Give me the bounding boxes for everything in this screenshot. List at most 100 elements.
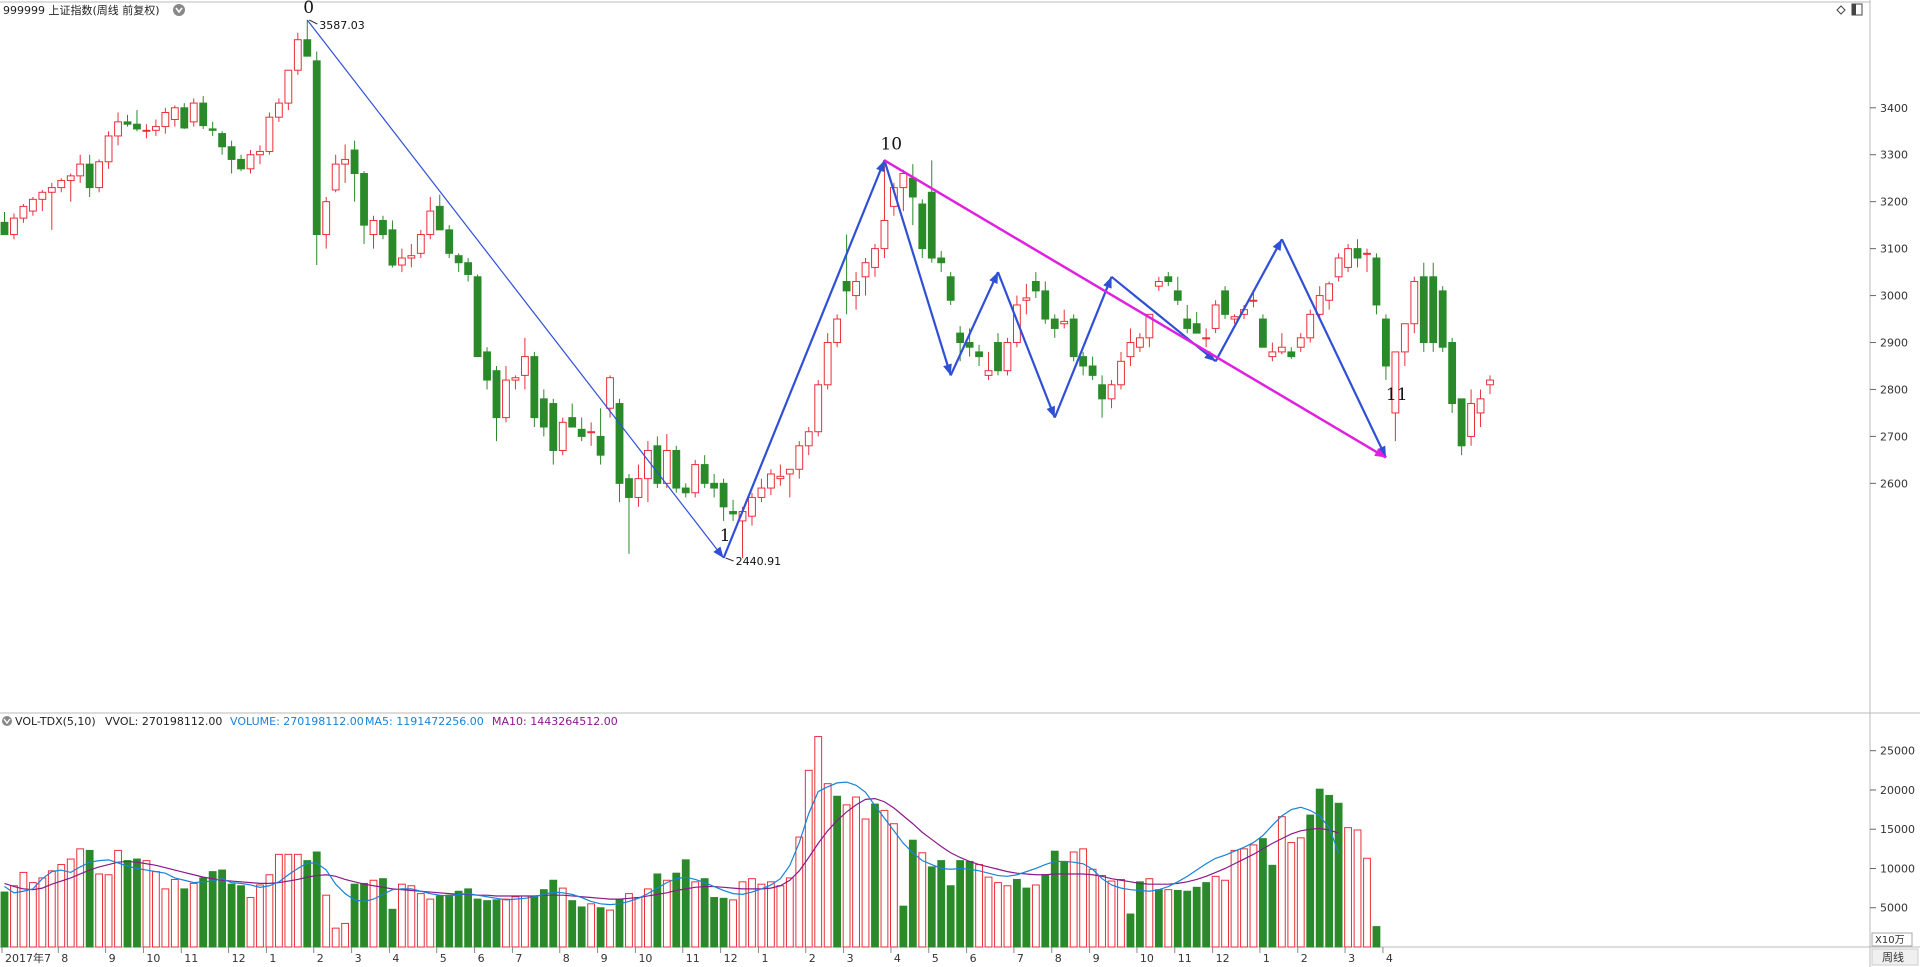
volume-bar-up xyxy=(1296,837,1305,948)
candle-down xyxy=(199,96,208,129)
candle-body xyxy=(256,150,264,156)
volume-bar-down xyxy=(539,889,548,948)
candle-body xyxy=(937,257,946,264)
wave-label: 0 xyxy=(303,0,314,18)
wave-line-blue xyxy=(996,271,1056,419)
volume-bar-up xyxy=(691,881,700,948)
candle-up xyxy=(1344,243,1352,273)
candle-up xyxy=(795,441,804,479)
candle-body xyxy=(1249,299,1258,302)
volume-bar-up xyxy=(662,879,671,948)
panel-toggle-icon[interactable] xyxy=(1851,3,1863,16)
period-button-label: 周线 xyxy=(1882,950,1904,964)
candle-down xyxy=(218,131,227,155)
candle-body xyxy=(530,356,539,419)
candle-body xyxy=(1013,304,1021,344)
volume-bar-up xyxy=(1079,848,1088,948)
volume-indicator-name: VOL-TDX(5,10) xyxy=(15,715,96,728)
candle-body xyxy=(899,173,908,189)
candle-body xyxy=(908,177,917,198)
candle-body xyxy=(1467,403,1475,437)
candle-body xyxy=(653,445,662,484)
candle-body xyxy=(833,318,842,344)
candle-body xyxy=(445,229,454,254)
candle-down xyxy=(625,473,633,554)
candle-body xyxy=(1363,252,1371,255)
volume-bar-up xyxy=(776,885,785,948)
volume-bar-down xyxy=(435,895,444,948)
volume-bar-up xyxy=(606,909,614,948)
volume-bar-up xyxy=(975,864,983,948)
candle-body xyxy=(1107,384,1116,400)
candle-body xyxy=(1069,318,1078,358)
volume-bar-up xyxy=(643,888,652,948)
volume-bar-down xyxy=(445,894,454,948)
candle-body xyxy=(388,229,397,266)
candle-body xyxy=(341,158,350,165)
candle-body xyxy=(1022,297,1031,301)
wave-segment xyxy=(306,19,725,559)
candle-down xyxy=(1287,347,1296,359)
candle-up xyxy=(1410,276,1419,334)
candle-body xyxy=(710,482,719,489)
volume-bar-down xyxy=(700,878,709,948)
candle-down xyxy=(681,483,690,498)
candle-down xyxy=(227,140,236,174)
candle-body xyxy=(927,191,936,259)
candle-up xyxy=(66,173,75,202)
volume-bar-up xyxy=(10,885,18,948)
candle-body xyxy=(785,468,794,475)
wave-arrowhead xyxy=(1377,445,1386,458)
candle-up xyxy=(871,243,879,277)
volume-bar-up xyxy=(880,809,889,948)
candle-body xyxy=(1136,337,1144,348)
candle-body xyxy=(823,342,832,386)
volume-bar-up xyxy=(1003,885,1012,948)
wave-segment xyxy=(1214,238,1283,362)
volume-bar-up xyxy=(738,881,747,948)
volume-bar-down xyxy=(653,873,662,948)
volume-bar-up xyxy=(1031,884,1040,948)
candle-body xyxy=(293,39,302,71)
candle-down xyxy=(1031,272,1040,298)
candle-body xyxy=(1079,356,1088,367)
candle-up xyxy=(1107,380,1116,409)
candle-body xyxy=(464,262,473,275)
volume-label: VOLUME: 270198112.00 xyxy=(230,715,364,728)
candle-up xyxy=(265,112,274,155)
period-button[interactable]: 周线 xyxy=(1871,948,1919,966)
wave-segment xyxy=(996,271,1056,419)
candle-down xyxy=(1419,262,1428,352)
volume-dropdown-icon[interactable] xyxy=(2,716,12,726)
volume-bar-down xyxy=(227,883,236,948)
candle-body xyxy=(473,276,482,358)
candle-up xyxy=(880,159,889,259)
candle-body xyxy=(1221,290,1229,315)
candle-body xyxy=(615,403,624,484)
candle-body xyxy=(312,60,321,236)
title-dropdown-icon[interactable] xyxy=(173,4,185,16)
candle-body xyxy=(322,201,331,236)
diamond-icon[interactable] xyxy=(1836,5,1846,15)
candle-body xyxy=(606,377,614,409)
candle-body xyxy=(199,102,208,127)
candle-body xyxy=(76,163,85,177)
candle-body xyxy=(1173,290,1182,301)
volume-bar-up xyxy=(984,876,993,948)
candle-down xyxy=(379,215,387,240)
time-tick-label: 4 xyxy=(894,952,901,965)
time-tick-label: 5 xyxy=(932,952,939,965)
candle-body xyxy=(1382,318,1390,367)
vvol-label: VVOL: 270198112.00 xyxy=(105,715,222,728)
volume-bar-up xyxy=(426,898,435,948)
candle-down xyxy=(908,164,917,226)
volume-bar-down xyxy=(388,908,397,948)
volume-bar-down xyxy=(1050,850,1059,948)
volume-bar-up xyxy=(795,836,804,948)
volume-bar-down xyxy=(1315,788,1324,948)
chart-title: 999999 上证指数(周线 前复权) xyxy=(3,3,160,17)
candle-up xyxy=(984,351,993,381)
candle-body xyxy=(994,342,1002,372)
candle-body xyxy=(369,219,378,236)
